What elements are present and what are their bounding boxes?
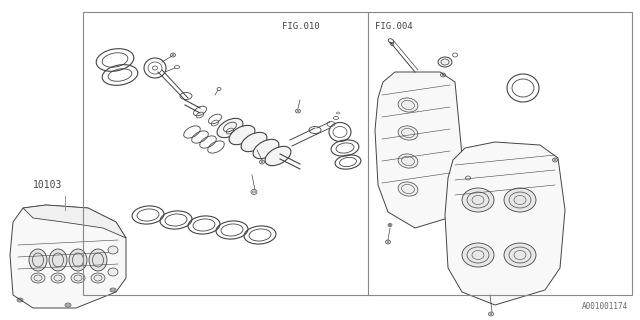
Text: 10103: 10103 — [33, 180, 63, 190]
Ellipse shape — [438, 57, 452, 67]
Ellipse shape — [89, 249, 107, 271]
Text: FIG.010: FIG.010 — [282, 22, 320, 31]
Polygon shape — [23, 205, 126, 238]
Ellipse shape — [504, 243, 536, 267]
Ellipse shape — [91, 273, 105, 283]
Polygon shape — [375, 72, 462, 228]
Ellipse shape — [398, 126, 418, 140]
Ellipse shape — [398, 154, 418, 168]
Ellipse shape — [462, 243, 494, 267]
Ellipse shape — [51, 273, 65, 283]
Ellipse shape — [229, 125, 255, 145]
Ellipse shape — [31, 273, 45, 283]
Polygon shape — [10, 205, 126, 308]
Ellipse shape — [462, 188, 494, 212]
Ellipse shape — [108, 246, 118, 254]
Polygon shape — [445, 142, 565, 305]
Ellipse shape — [398, 98, 418, 112]
Ellipse shape — [108, 268, 118, 276]
Text: FIG.004: FIG.004 — [375, 22, 413, 31]
Text: A001001174: A001001174 — [582, 302, 628, 311]
Ellipse shape — [253, 139, 279, 159]
Ellipse shape — [69, 249, 87, 271]
Ellipse shape — [265, 146, 291, 166]
Ellipse shape — [29, 249, 47, 271]
Ellipse shape — [504, 188, 536, 212]
Ellipse shape — [71, 273, 85, 283]
Ellipse shape — [241, 132, 267, 152]
Ellipse shape — [49, 249, 67, 271]
Bar — [83, 12, 632, 295]
Ellipse shape — [398, 182, 418, 196]
Ellipse shape — [217, 118, 243, 138]
